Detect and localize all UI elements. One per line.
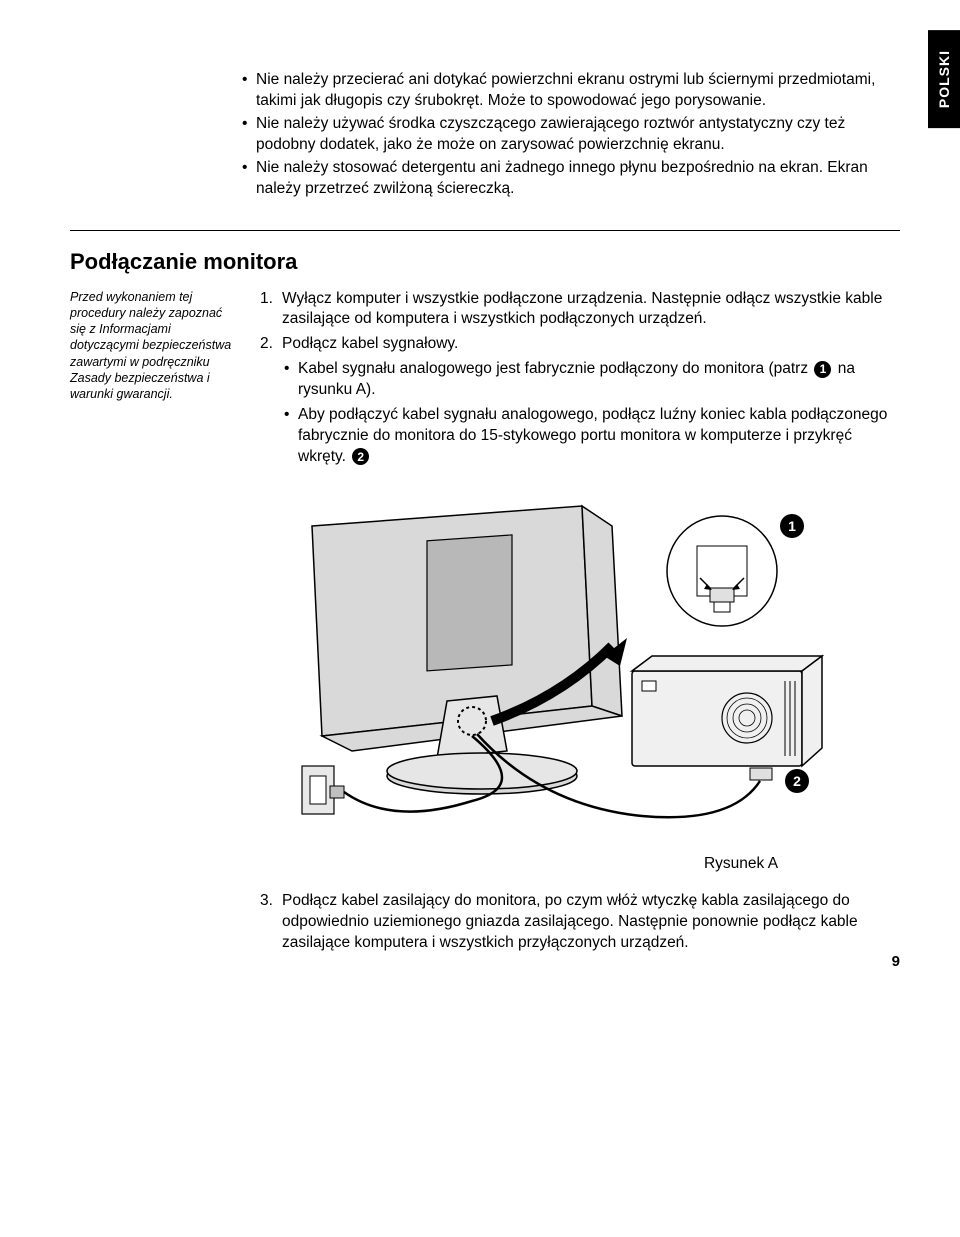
figure-a: 1 bbox=[282, 496, 900, 875]
sidebar-note: Przed wykonaniem tej procedury należy za… bbox=[70, 289, 240, 958]
substep-text: Kabel sygnału analogowego jest fabryczni… bbox=[298, 360, 812, 377]
callout-circle-1: 1 bbox=[814, 361, 831, 378]
step-text: Podłącz kabel sygnałowy. bbox=[282, 334, 900, 355]
step-text: Wyłącz komputer i wszystkie podłączone u… bbox=[282, 289, 900, 331]
page-number: 9 bbox=[892, 953, 900, 970]
section-divider bbox=[70, 230, 900, 231]
step-number: 1. bbox=[260, 289, 282, 331]
step-text: Podłącz kabel zasilający do monitora, po… bbox=[282, 891, 900, 954]
warning-item: Nie należy stosować detergentu ani żadne… bbox=[240, 158, 900, 200]
step-number: 2. bbox=[260, 334, 282, 355]
content-columns: Przed wykonaniem tej procedury należy za… bbox=[70, 289, 900, 958]
figure-caption: Rysunek A bbox=[582, 854, 900, 875]
section-heading: Podłączanie monitora bbox=[70, 249, 900, 275]
top-warnings: Nie należy przecierać ani dotykać powier… bbox=[240, 70, 900, 200]
step-item: 3. Podłącz kabel zasilający do monitora,… bbox=[260, 891, 900, 954]
page: POLSKI Nie należy przecierać ani dotykać… bbox=[0, 0, 960, 998]
connection-diagram-icon: 1 bbox=[282, 496, 842, 836]
substep-item: Aby podłączyć kabel sygnału analogowego,… bbox=[282, 405, 900, 468]
callout-circle-2: 2 bbox=[352, 448, 369, 465]
step-item: 1. Wyłącz komputer i wszystkie podłączon… bbox=[260, 289, 900, 331]
svg-text:2: 2 bbox=[793, 773, 801, 789]
warning-item: Nie należy przecierać ani dotykać powier… bbox=[240, 70, 900, 112]
svg-text:1: 1 bbox=[788, 518, 796, 534]
step-item: 2. Podłącz kabel sygnałowy. bbox=[260, 334, 900, 355]
step-number: 3. bbox=[260, 891, 282, 954]
substep-item: Kabel sygnału analogowego jest fabryczni… bbox=[282, 359, 900, 401]
language-tab: POLSKI bbox=[928, 30, 960, 128]
warning-item: Nie należy używać środka czyszczącego za… bbox=[240, 114, 900, 156]
substep-text: Aby podłączyć kabel sygnału analogowego,… bbox=[298, 406, 887, 465]
main-content: 1. Wyłącz komputer i wszystkie podłączon… bbox=[260, 289, 900, 958]
